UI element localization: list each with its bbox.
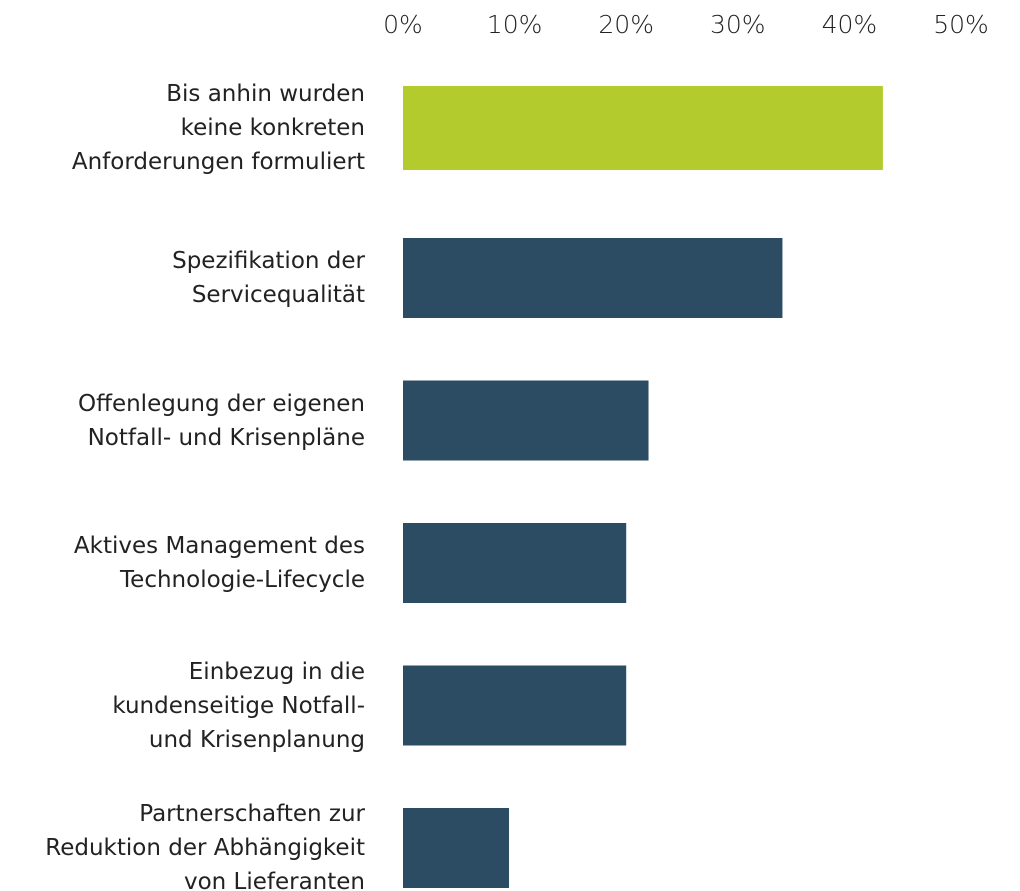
bar xyxy=(403,523,627,603)
category-label: Bis anhin wurden keine konkreten Anforde… xyxy=(71,81,365,175)
x-tick-label: 0% xyxy=(383,10,423,39)
category-label: Partnerschaften zur Reduktion der Abhäng… xyxy=(45,801,365,891)
x-tick-label: 20% xyxy=(598,10,654,39)
bar xyxy=(403,808,510,888)
bar xyxy=(403,380,649,461)
category-label: Einbezug in die kundenseitige Notfall- u… xyxy=(112,658,365,753)
x-tick-label: 30% xyxy=(710,10,766,39)
category-label: Spezifikation der Servicequalität xyxy=(172,248,365,308)
x-tick-label: 50% xyxy=(933,10,989,39)
x-tick-label: 10% xyxy=(487,10,543,39)
bar xyxy=(403,665,627,746)
bar xyxy=(403,238,783,318)
x-tick-label: 40% xyxy=(822,10,878,39)
category-label: Aktives Management des Technologie-Lifec… xyxy=(73,533,365,593)
bar xyxy=(403,86,883,170)
category-label: Offenlegung der eigenen Notfall- und Kri… xyxy=(78,390,365,451)
